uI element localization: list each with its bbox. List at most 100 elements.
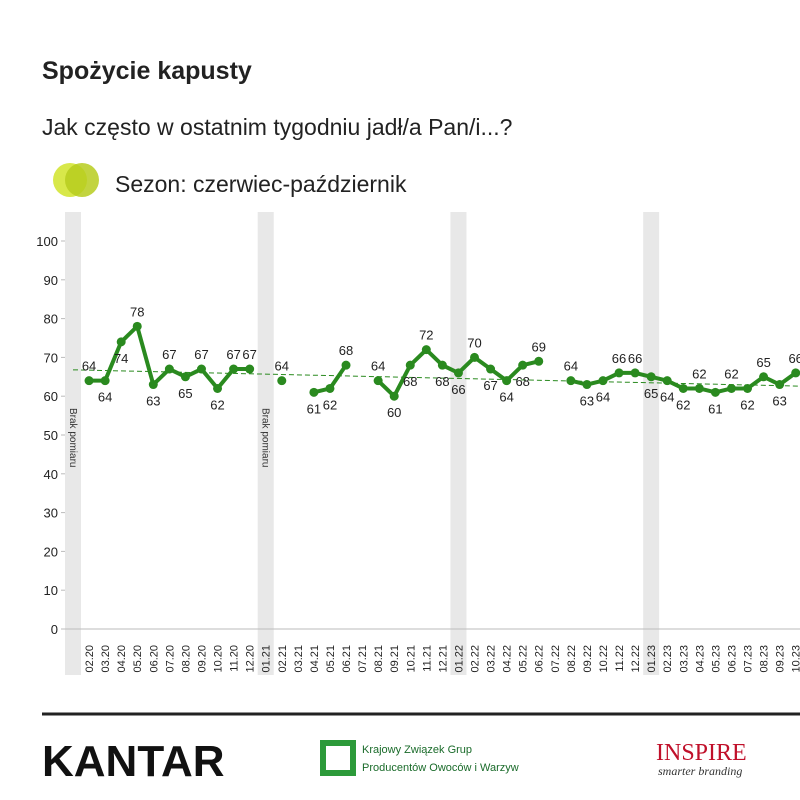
value-label: 61 — [708, 401, 722, 416]
y-tick-label: 0 — [51, 622, 58, 637]
x-tick-label: 06.22 — [534, 645, 546, 673]
x-tick-label: 12.21 — [437, 645, 449, 673]
annotation: Brak pomiaru — [67, 408, 78, 467]
point — [694, 383, 704, 393]
value-label: 64 — [499, 390, 513, 405]
point — [196, 364, 206, 374]
y-tick-label: 80 — [44, 312, 58, 327]
value-label: 62 — [210, 397, 224, 412]
point — [630, 368, 640, 378]
x-tick-label: 08.20 — [180, 645, 192, 673]
y-tick-label: 90 — [44, 273, 58, 288]
point — [453, 368, 463, 378]
value-label: 63 — [146, 394, 160, 409]
x-tick-label: 07.23 — [743, 645, 755, 673]
x-tick-label: 04.22 — [502, 645, 514, 673]
point — [421, 345, 431, 355]
point — [116, 337, 126, 347]
value-label: 67 — [242, 347, 256, 362]
y-tick-label: 50 — [44, 428, 58, 443]
point — [325, 383, 335, 393]
value-label: 62 — [740, 397, 754, 412]
subtitle: Jak często w ostatnim tygodniu jadł/a Pa… — [42, 114, 512, 140]
point — [164, 364, 174, 374]
value-label: 62 — [724, 366, 738, 381]
title: Spożycie kapusty — [42, 57, 252, 85]
point — [405, 360, 415, 370]
value-label: 62 — [676, 397, 690, 412]
x-tick-label: 01.22 — [453, 645, 465, 673]
x-tick-label: 10.21 — [405, 645, 417, 673]
x-tick-label: 06.23 — [726, 645, 738, 673]
point — [582, 380, 592, 390]
y-tick-label: 70 — [44, 350, 58, 365]
point — [486, 364, 496, 374]
x-tick-label: 05.22 — [518, 645, 530, 673]
logo-inspire-sub: smarter branding — [658, 764, 742, 778]
y-tick-label: 30 — [44, 506, 58, 521]
point — [180, 372, 190, 382]
value-label: 66 — [788, 351, 800, 366]
point — [534, 356, 544, 366]
logo-icon — [326, 746, 350, 770]
point — [646, 372, 656, 382]
value-label: 62 — [323, 397, 337, 412]
point — [502, 376, 512, 386]
legend-icon — [65, 163, 99, 197]
band — [257, 212, 274, 675]
point — [389, 391, 399, 401]
point — [598, 376, 608, 386]
x-tick-label: 02.23 — [662, 645, 674, 673]
point — [614, 368, 624, 378]
x-tick-label: 11.20 — [229, 645, 241, 672]
value-label: 70 — [467, 335, 481, 350]
value-label: 64 — [596, 390, 610, 405]
point — [791, 368, 800, 378]
x-tick-label: 09.22 — [582, 645, 594, 673]
value-label: 67 — [483, 378, 497, 393]
point — [100, 376, 110, 386]
point — [229, 364, 239, 374]
point — [518, 360, 528, 370]
point — [775, 380, 785, 390]
value-label: 65 — [178, 386, 192, 401]
point — [148, 380, 158, 390]
x-tick-label: 01.23 — [646, 645, 658, 673]
x-tick-label: 01.21 — [261, 645, 273, 673]
value-label: 67 — [162, 347, 176, 362]
point — [726, 383, 736, 393]
x-tick-label: 11.21 — [421, 645, 433, 672]
value-label: 66 — [612, 351, 626, 366]
value-label: 69 — [532, 339, 546, 354]
value-label: 78 — [130, 304, 144, 319]
point — [662, 376, 672, 386]
value-label: 67 — [226, 347, 240, 362]
legend-text: Sezon: czerwiec-październik — [115, 171, 407, 197]
point — [566, 376, 576, 386]
point — [309, 387, 319, 397]
point — [245, 364, 255, 374]
x-tick-label: 02.20 — [84, 645, 96, 673]
value-label: 64 — [564, 359, 578, 374]
point — [743, 383, 753, 393]
value-label: 60 — [387, 405, 401, 420]
x-tick-label: 09.23 — [775, 645, 787, 673]
y-tick-label: 60 — [44, 389, 58, 404]
x-tick-label: 05.20 — [132, 645, 144, 673]
x-tick-label: 03.21 — [293, 645, 305, 673]
x-tick-label: 07.22 — [550, 645, 562, 673]
x-tick-label: 09.20 — [196, 645, 208, 673]
x-tick-label: 08.23 — [759, 645, 771, 673]
x-tick-label: 04.23 — [694, 645, 706, 673]
plot: Brak pomiaru Brak pomiaru 0 10 20 30 40 50 60 70 8… — [36, 212, 800, 675]
x-tick-label: 02.22 — [470, 645, 482, 673]
value-label: 62 — [692, 366, 706, 381]
y-tick-label: 20 — [44, 544, 58, 559]
x-tick-label: 06.20 — [148, 645, 160, 673]
x-tick-label: 07.20 — [164, 645, 176, 673]
x-tick-label: 04.21 — [309, 645, 321, 673]
point — [213, 383, 223, 393]
value-label: 61 — [307, 401, 321, 416]
